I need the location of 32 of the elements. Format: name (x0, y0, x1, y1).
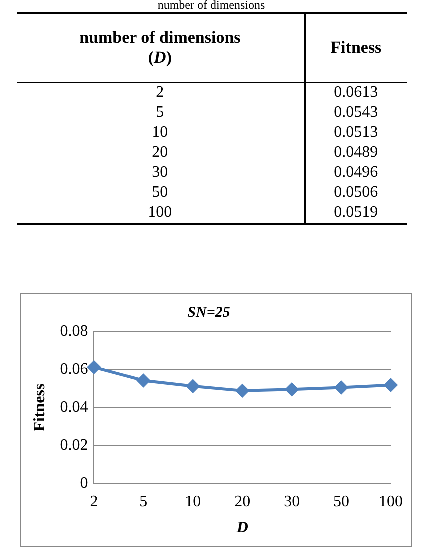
text: number of dimensions (156, 0, 266, 12)
y-axis-title: Fitness (32, 384, 49, 432)
category-label: 50 (16, 183, 305, 203)
x-tick-label: 2 (90, 493, 98, 510)
category-label: 10 (16, 123, 305, 143)
data-label: 0.0519 (333, 203, 380, 223)
y-tick-label: 0.08 (60, 323, 88, 340)
x-tick-label: 50 (334, 493, 350, 510)
category-label: 100 (16, 203, 305, 224)
category-label: 30 (16, 163, 305, 183)
x-axis-title: D (236, 520, 249, 537)
y-tick-label: 0 (80, 474, 88, 492)
data-label: 0.0489 (333, 143, 380, 163)
category-label: 20 (16, 143, 305, 163)
x-tick-label: 20 (234, 493, 251, 510)
category-label: 2 (16, 82, 305, 103)
x-tick-label: 5 (140, 493, 148, 510)
text: number of dimensions (D) (16, 13, 305, 82)
x-tick-label: 10 (185, 493, 202, 510)
text: Fitness (304, 13, 406, 82)
data-label: 0.0513 (333, 123, 380, 143)
data-label: 0.0543 (333, 103, 380, 123)
x-tick-label: 100 (379, 493, 403, 510)
y-tick-label: 0.04 (60, 399, 88, 416)
y-tick-label: 0.06 (60, 361, 88, 378)
data-label: 0.0506 (333, 183, 380, 203)
chart-title: SN=25 (188, 304, 231, 321)
category-label: 5 (16, 103, 305, 123)
data-label: 0.0613 (333, 83, 380, 103)
x-tick-label: 30 (284, 493, 300, 510)
data-label: 0.0496 (333, 163, 380, 183)
y-tick-label: 0.02 (60, 436, 88, 454)
